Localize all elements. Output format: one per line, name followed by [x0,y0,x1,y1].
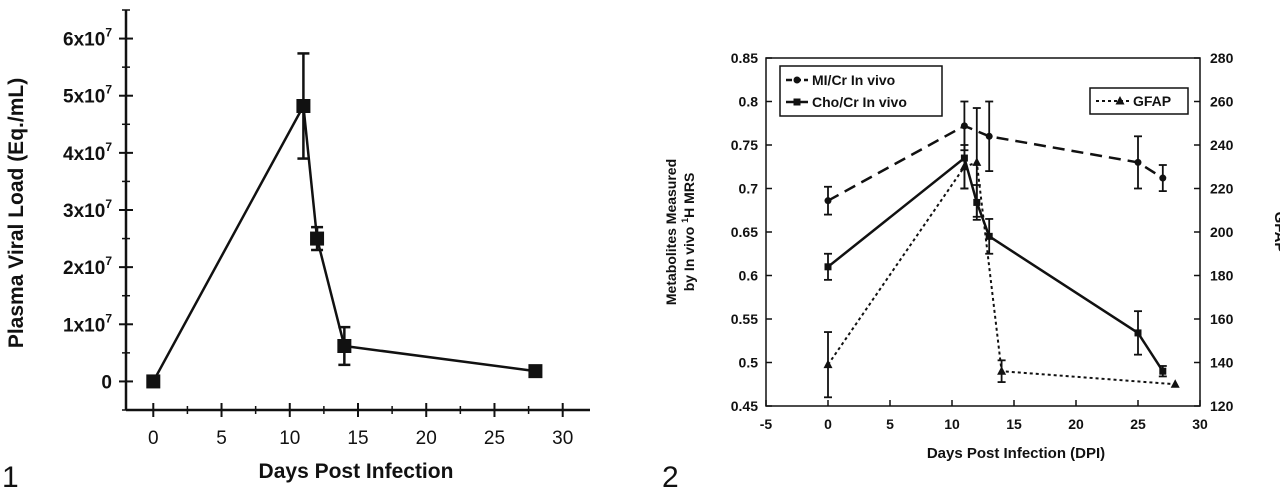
chart2-y-tick-label: 0.75 [731,137,758,153]
chart1-data-point [528,364,543,379]
chart2-y-tick-label: 0.45 [731,398,758,414]
chart2-y-axis-label-part-a: by In vivo [681,223,697,291]
chart2-legend-label-gfap: GFAP [1133,93,1171,109]
figure-1-number: 1 [2,461,19,491]
chart2-y-axis-label-line2: by In vivo 1H MRS [680,173,697,292]
chart1-data-point [310,231,325,246]
chart1-x-tick-label: 30 [552,428,573,449]
chart2-x-tick-label: 15 [1006,416,1022,432]
chart1-plot: 0 1x107 2x107 3x107 4x107 5x107 6x107 0 5 10 15 20 2… [63,9,590,449]
chart2-series-line-1 [827,155,1164,372]
chart2-legend-label-cho: Cho/Cr In vivo [812,94,907,110]
chart1-y-tick-label: 3x107 [63,197,112,222]
chart2-y-axis-label-line1: Metabolites Measured [663,159,679,305]
chart1-x-tick-label: 25 [484,428,505,449]
chart1-y-tick-label: 1x107 [63,311,112,336]
chart1-y-tick-label: 6x107 [63,26,112,51]
chart2-x-tick-label: 5 [886,416,894,432]
chart2-y2-tick-label: 120 [1210,398,1234,414]
chart2-legend-box-left [779,65,943,117]
chart2-data-point [824,197,832,205]
chart1-y-tick-label: 2x107 [63,254,112,279]
chart2-data-point [1134,158,1142,166]
chart2-x-tick-label: 20 [1068,416,1084,432]
chart2-x-tick-label: 25 [1130,416,1146,432]
chart2-x-tick-label: 10 [944,416,960,432]
chart2-y-tick-label: 0.65 [731,224,758,240]
chart2-data-point [1159,174,1167,182]
chart2-x-tick-label: -5 [760,416,773,432]
chart2-y2-tick-label: 200 [1210,224,1234,240]
chart1-y-axis-label: Plasma Viral Load (Eq./mL) [5,78,28,348]
chart1-x-tick-label: 0 [148,428,159,449]
chart2-y-axis-label-part-b: H MRS [681,173,697,218]
chart2-y2-tick-label: 280 [1210,50,1234,66]
chart2-y-tick-label: 0.8 [739,94,759,110]
chart2-data-point [972,157,982,166]
chart2-plot: 0.45 0.5 0.55 0.6 0.65 0.7 0.75 0.8 0.85 120 140 16… [731,50,1234,432]
chart2-y2-tick-label: 180 [1210,268,1234,284]
chart1-x-tick-label: 5 [216,428,227,449]
chart2-data-point [997,366,1007,375]
chart2-y-axis-label: Metabolites Measured by In vivo 1H MRS [663,159,697,305]
chart2-x-axis-label: Days Post Infection (DPI) [927,445,1105,462]
chart2-y-tick-label: 0.55 [731,311,758,327]
chart2-legend-box-right [1089,87,1189,115]
chart2-y2-tick-label: 140 [1210,355,1234,371]
chart2-y2-tick-label: 220 [1210,181,1234,197]
chart2-series-line-2 [827,161,1176,386]
chart1-y-tick-label: 5x107 [63,83,112,108]
chart1-y-tick-label: 0 [101,372,112,393]
chart1-data-point [337,339,352,353]
chart2-data-point [985,132,993,140]
chart2-data-point [985,232,993,240]
chart2-data-point [959,161,969,171]
chart2-y2-axis-label: GFAP [1271,212,1280,253]
chart2-x-tick-label: 30 [1192,416,1208,432]
chart2-legend-marker-mi [793,76,801,84]
chart2-y-tick-label: 0.6 [739,268,759,284]
chart1-x-tick-label: 10 [279,428,300,449]
chart1-data-point [296,99,311,113]
chart2-y2-tick-label: 260 [1210,94,1234,110]
figure-2-number: 2 [662,461,679,491]
chart2-legend-marker-cho [793,98,801,106]
chart2-data-point [1159,367,1167,375]
chart2-y-tick-label: 0.85 [731,50,758,66]
chart1-y-tick-label: 4x107 [63,140,112,165]
chart2-legend-label-mi: MI/Cr In vivo [812,72,895,88]
chart2-data-point [824,263,832,271]
chart2-data-point [823,359,833,369]
chart2-y-tick-label: 0.7 [739,181,759,197]
chart2-series-line-0 [827,124,1164,202]
chart2-x-tick-label: 0 [824,416,832,432]
chart2-y2-tick-label: 240 [1210,137,1234,153]
chart2-y-tick-label: 0.5 [739,355,759,371]
chart1-data-point [146,374,161,389]
chart2-legend-marker-gfap [1115,96,1125,105]
chart1-x-tick-label: 15 [347,428,368,449]
chart2-data-point [1170,379,1180,388]
chart1-x-axis-label: Days Post Infection [259,460,454,483]
chart1-x-tick-label: 20 [416,428,437,449]
chart2-y2-tick-label: 160 [1210,311,1234,327]
chart2-y-axis-label-superscript: 1 [680,218,690,223]
chart2-data-point [1134,329,1142,337]
